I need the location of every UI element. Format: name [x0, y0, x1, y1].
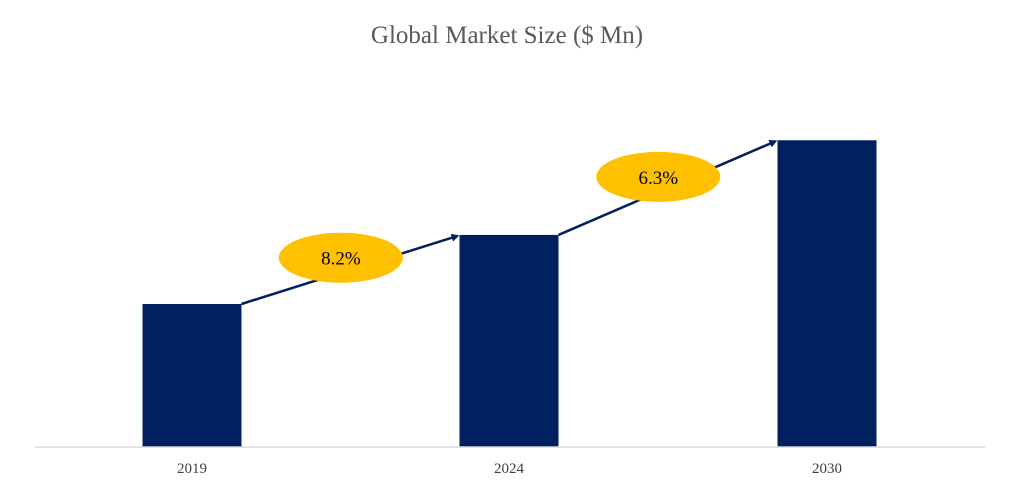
cagr-badge	[278, 232, 403, 283]
x-tick-label: 2019	[177, 461, 207, 477]
cagr-label: 8.2%	[321, 249, 361, 270]
chart-title: Global Market Size ($ Mn)	[371, 22, 643, 49]
bar-2019	[142, 304, 242, 447]
cagr-label: 6.3%	[639, 168, 679, 189]
x-tick-label: 2024	[494, 461, 525, 477]
x-tick-label: 2030	[812, 461, 842, 477]
cagr-badge	[596, 151, 721, 202]
bar-2024	[459, 234, 559, 447]
bar-2030	[777, 140, 877, 447]
